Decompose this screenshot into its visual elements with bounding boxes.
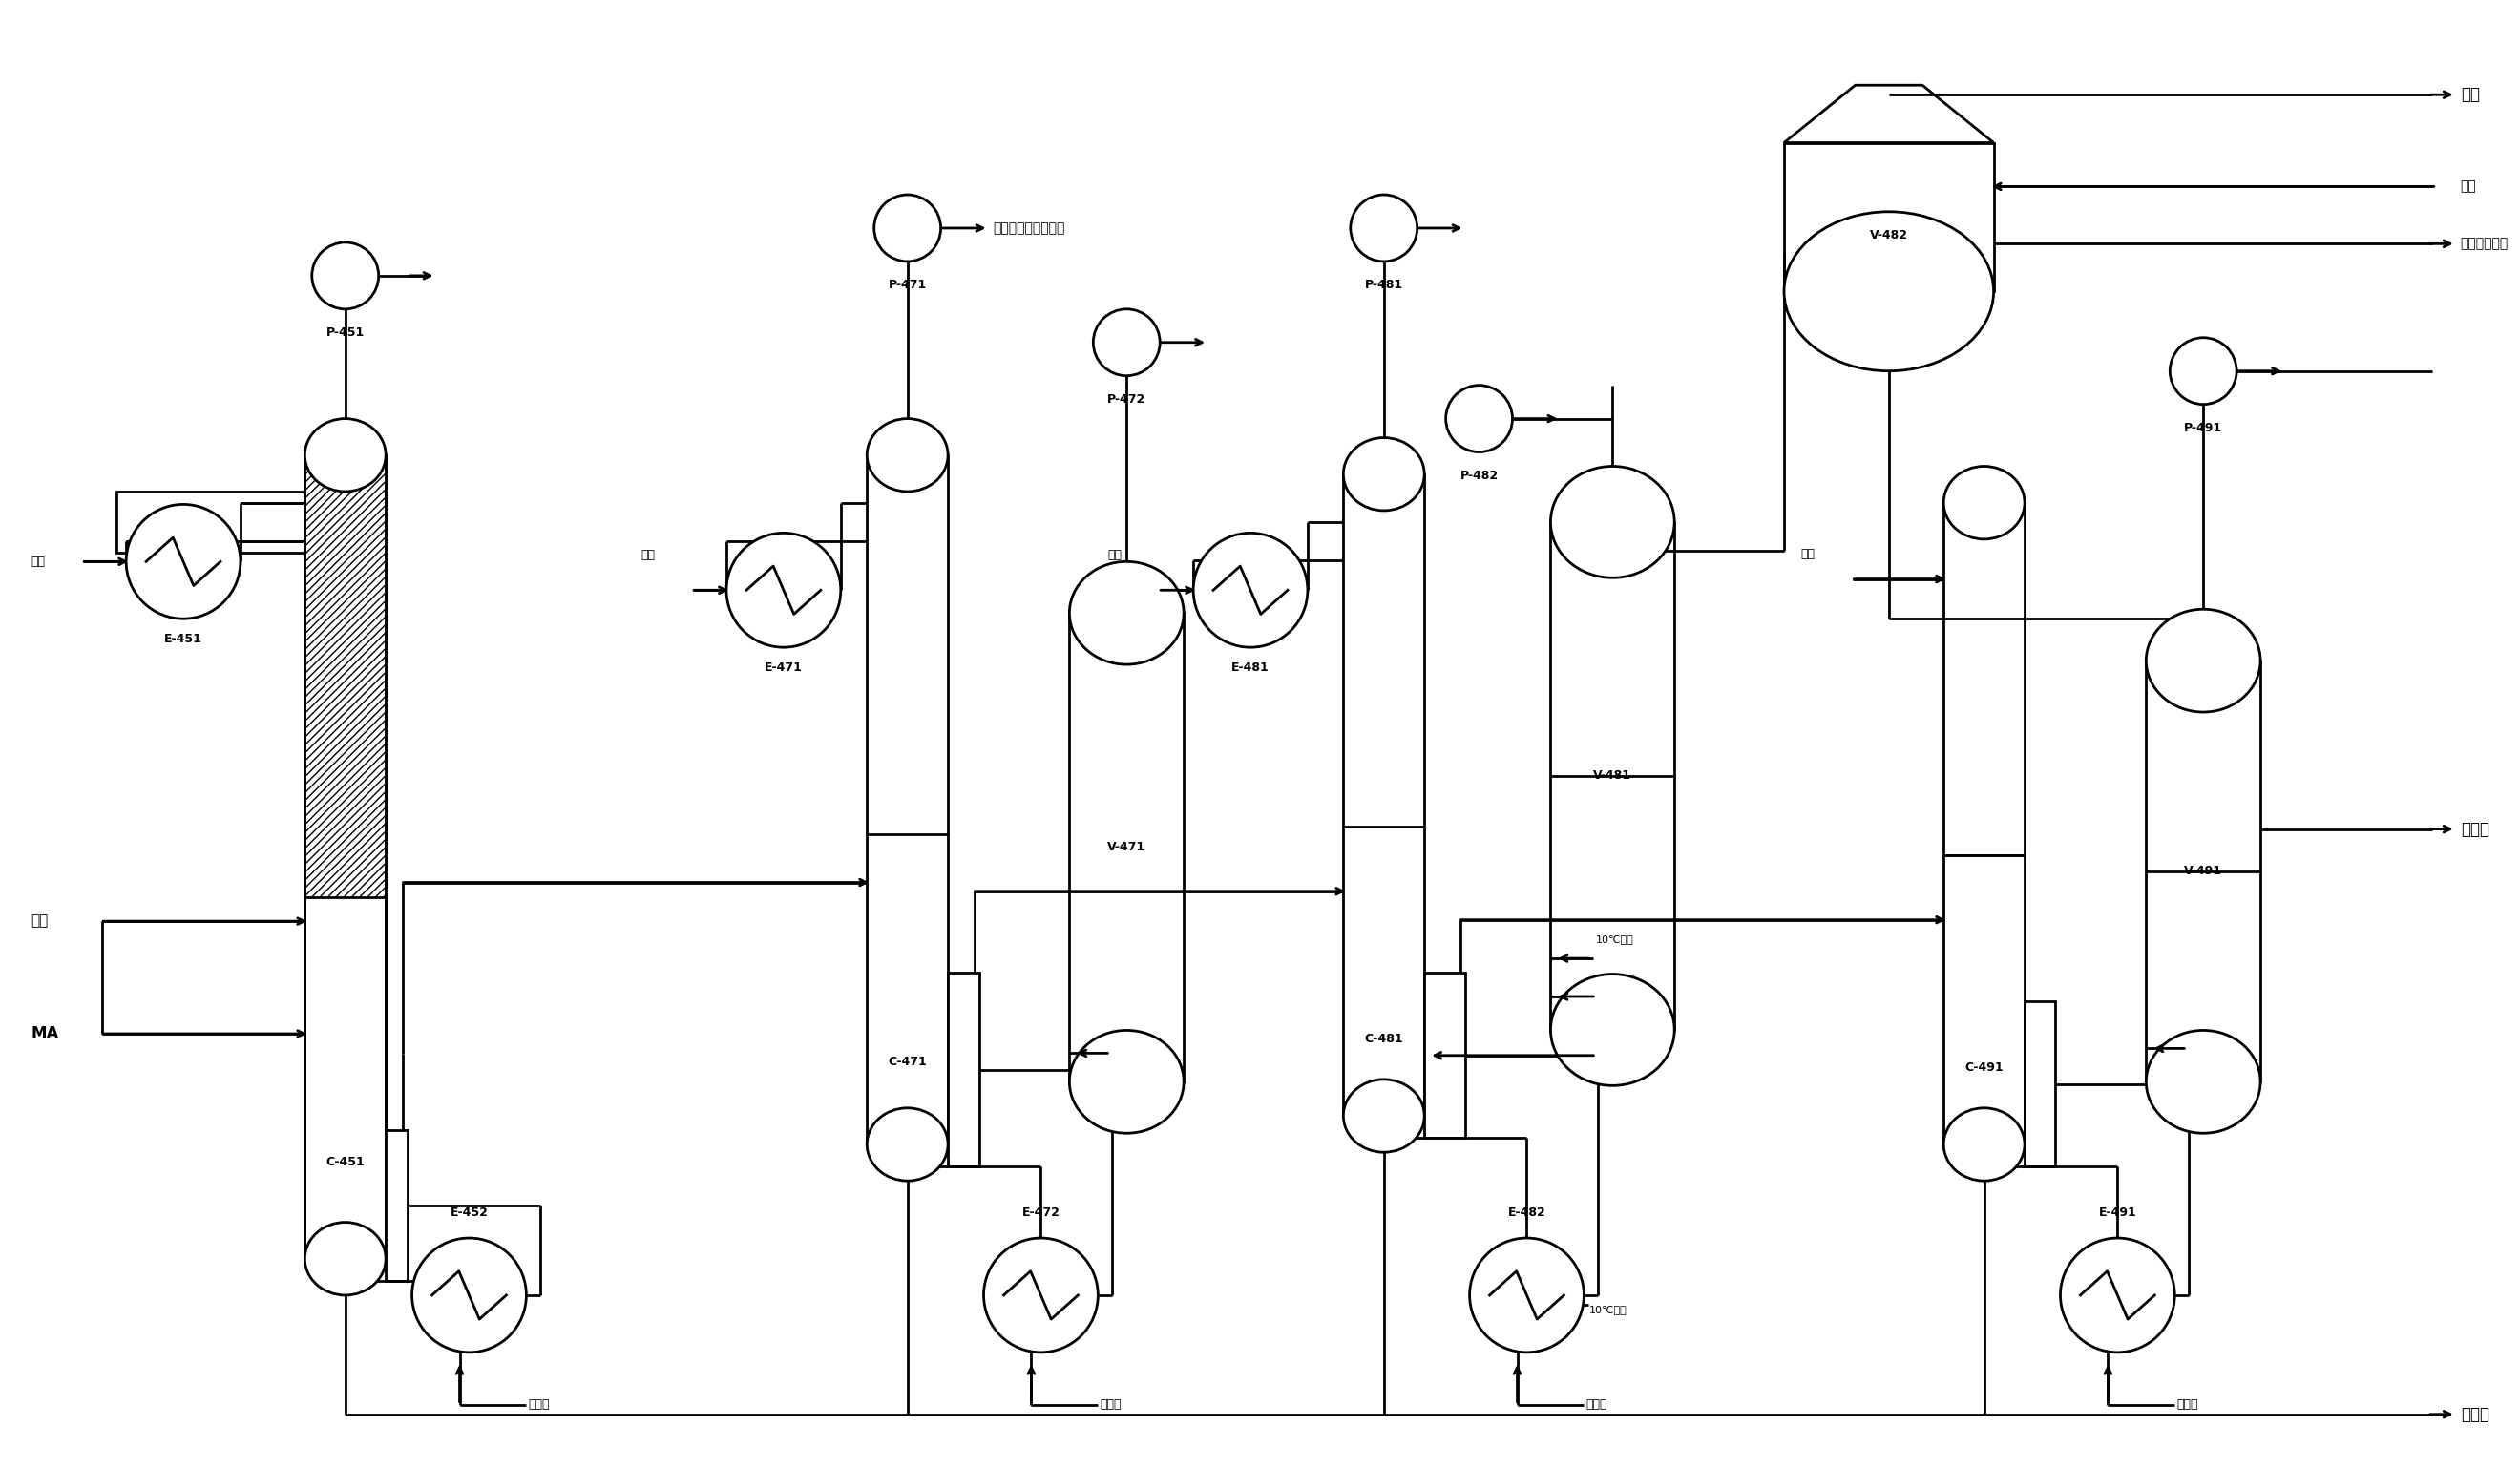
Circle shape <box>726 533 842 647</box>
Text: 蒸气: 蒸气 <box>1802 548 1814 559</box>
Circle shape <box>1446 385 1512 452</box>
Text: 氮气: 氮气 <box>2460 181 2477 194</box>
Circle shape <box>411 1238 527 1352</box>
Text: E-472: E-472 <box>1021 1207 1061 1218</box>
Bar <box>1943 502 2024 1145</box>
Ellipse shape <box>2147 1031 2260 1133</box>
Text: 蒸气: 蒸气 <box>640 549 655 562</box>
Ellipse shape <box>305 418 386 492</box>
Ellipse shape <box>1343 437 1424 511</box>
Text: C-451: C-451 <box>325 1157 365 1169</box>
Ellipse shape <box>1943 1108 2024 1180</box>
Text: 吸收塔: 吸收塔 <box>2460 1406 2490 1422</box>
Text: P-482: P-482 <box>1459 470 1499 482</box>
Text: 纯水: 纯水 <box>30 915 48 928</box>
Bar <box>1784 142 1993 291</box>
Text: P-481: P-481 <box>1366 279 1404 291</box>
Bar <box>116 492 305 552</box>
Bar <box>1068 614 1184 1082</box>
Text: 冷却水: 冷却水 <box>1099 1399 1121 1411</box>
Text: C-471: C-471 <box>887 1055 927 1067</box>
Circle shape <box>1469 1238 1585 1352</box>
Ellipse shape <box>305 1223 386 1295</box>
Text: E-481: E-481 <box>1232 662 1270 674</box>
Text: 甲醇槽: 甲醇槽 <box>2460 821 2490 838</box>
Text: 蒸气: 蒸气 <box>30 555 45 568</box>
Text: V-491: V-491 <box>2185 865 2223 878</box>
Text: V-481: V-481 <box>1593 769 1630 782</box>
Text: P-451: P-451 <box>325 326 365 339</box>
Bar <box>305 455 386 1258</box>
Ellipse shape <box>1550 467 1673 578</box>
Ellipse shape <box>1550 975 1673 1085</box>
Polygon shape <box>1784 85 1993 142</box>
Bar <box>305 455 386 897</box>
Bar <box>1424 973 1464 1138</box>
Text: 10℃纯水: 10℃纯水 <box>1588 1305 1628 1314</box>
Text: C-481: C-481 <box>1363 1032 1404 1045</box>
Text: V-471: V-471 <box>1106 841 1147 853</box>
Text: 废水处理工段: 废水处理工段 <box>2460 236 2507 251</box>
Text: 外卖: 外卖 <box>2460 87 2480 103</box>
Text: 蒸气: 蒸气 <box>1109 549 1121 562</box>
Text: 冷却水: 冷却水 <box>529 1399 549 1411</box>
Bar <box>2024 1001 2056 1167</box>
Bar <box>948 973 978 1167</box>
Bar <box>2147 661 2260 1082</box>
Text: E-452: E-452 <box>451 1207 489 1218</box>
Ellipse shape <box>1068 1031 1184 1133</box>
Ellipse shape <box>1943 467 2024 539</box>
Circle shape <box>312 242 378 310</box>
Text: E-491: E-491 <box>2099 1207 2137 1218</box>
Text: 冷却水: 冷却水 <box>2177 1399 2197 1411</box>
Circle shape <box>1351 195 1416 261</box>
Circle shape <box>1194 533 1308 647</box>
Circle shape <box>1094 310 1159 376</box>
Text: C-491: C-491 <box>1966 1061 2003 1073</box>
Text: P-491: P-491 <box>2185 421 2223 435</box>
Text: V-482: V-482 <box>1870 229 1908 241</box>
Ellipse shape <box>2147 609 2260 712</box>
Ellipse shape <box>1068 562 1184 665</box>
Text: E-482: E-482 <box>1507 1207 1545 1218</box>
Circle shape <box>2170 338 2238 404</box>
Circle shape <box>983 1238 1099 1352</box>
Text: 原系统的醋酸蒸馏塔: 原系统的醋酸蒸馏塔 <box>993 222 1066 235</box>
Bar <box>1550 523 1673 1031</box>
Circle shape <box>874 195 940 261</box>
Ellipse shape <box>1343 1079 1424 1152</box>
Circle shape <box>2061 1238 2175 1352</box>
Bar <box>386 1130 408 1282</box>
Text: P-471: P-471 <box>887 279 927 291</box>
Circle shape <box>126 505 239 618</box>
Ellipse shape <box>867 418 948 492</box>
Bar <box>1343 474 1424 1116</box>
Text: 10℃纯水: 10℃纯水 <box>1595 935 1633 944</box>
Ellipse shape <box>1784 211 1993 371</box>
Text: E-451: E-451 <box>164 633 202 646</box>
Text: E-471: E-471 <box>764 662 804 674</box>
Ellipse shape <box>867 1108 948 1180</box>
Text: MA: MA <box>30 1025 58 1042</box>
Text: 冷却水: 冷却水 <box>1585 1399 1608 1411</box>
Bar <box>867 455 948 1145</box>
Text: P-472: P-472 <box>1106 393 1147 405</box>
